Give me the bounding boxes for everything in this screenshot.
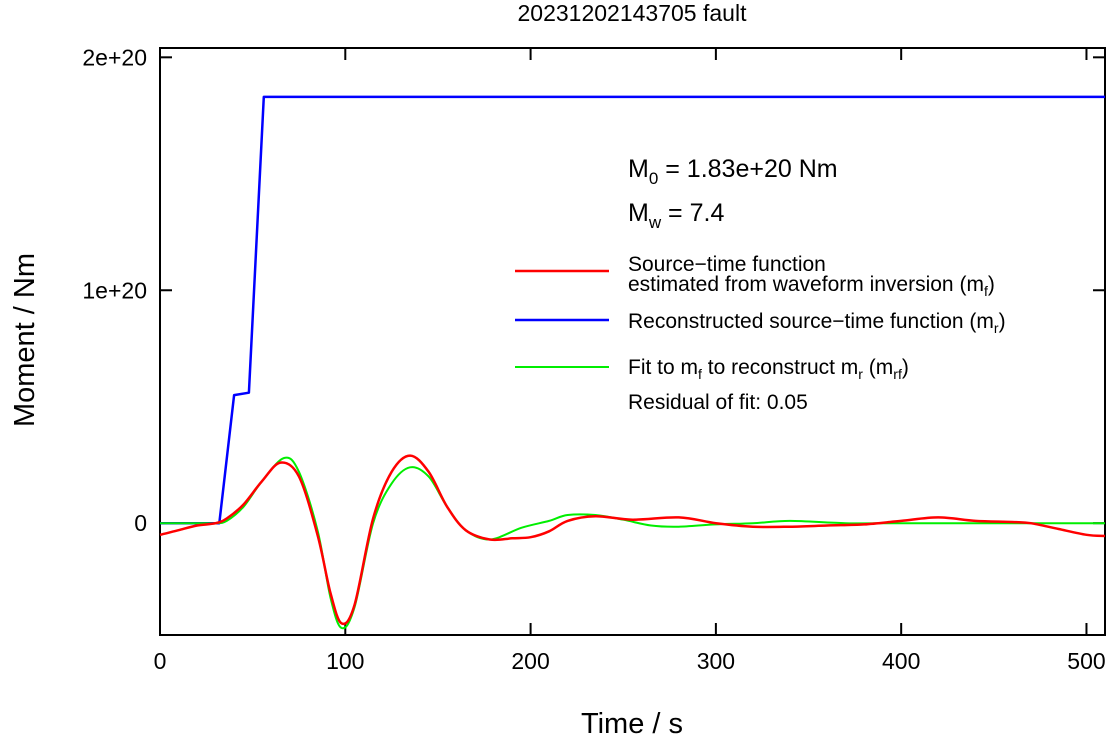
y-tick-label: 2e+20 [82, 44, 147, 70]
chart-title: 20231202143705 fault [518, 0, 748, 26]
m0-subscript: 0 [649, 169, 658, 188]
legend: Source−time function estimated from wave… [515, 253, 1006, 414]
m0-value: = 1.83e+20 Nm [658, 155, 837, 183]
legend-green-p4: ) [902, 356, 909, 379]
x-axis-label: Time / s [581, 708, 683, 737]
legend-green-p1: Fit to m [628, 356, 698, 379]
residual-annotation: Residual of fit: 0.05 [628, 391, 808, 414]
moment-magnitude-annotation: Mw = 7.4 [628, 199, 724, 232]
legend-green-s1: f [698, 366, 702, 382]
legend-label-source-time-function: Source−time function [628, 253, 826, 276]
mw-subscript: w [648, 213, 662, 232]
axis-ticks: 0 100 200 300 400 500 0 1e+20 2e+20 [82, 44, 1105, 674]
legend-label-reconstructed: Reconstructed source−time function (mr) [628, 310, 1006, 336]
legend-label-fit: Fit to mf to reconstruct mr (mrf) [628, 356, 909, 382]
legend-blue-sub: r [994, 320, 999, 336]
x-tick-label: 400 [882, 648, 920, 674]
y-tick-label: 1e+20 [82, 277, 147, 303]
legend-label-waveform-inversion: estimated from waveform inversion (mf) [628, 273, 995, 299]
plot-frame [159, 47, 1106, 636]
mw-symbol: M [628, 199, 649, 227]
x-tick-label: 500 [1067, 648, 1105, 674]
y-tick-label: 0 [134, 510, 147, 536]
legend-green-p3: (m [863, 356, 893, 379]
x-tick-label: 0 [154, 648, 167, 674]
legend-red-main: estimated from waveform inversion (m [628, 273, 984, 296]
series-line-red [159, 454, 1106, 626]
mw-value: = 7.4 [661, 199, 724, 227]
legend-red-end: ) [988, 273, 995, 296]
x-tick-label: 300 [697, 648, 735, 674]
legend-red-sub: f [984, 283, 988, 299]
x-tick-label: 100 [326, 648, 364, 674]
legend-blue-main: Reconstructed source−time function (m [628, 310, 994, 333]
legend-green-s3: rf [893, 366, 902, 382]
seismic-moment-annotation: M0 = 1.83e+20 Nm [628, 155, 838, 188]
legend-green-s2: r [858, 366, 863, 382]
legend-blue-end: ) [999, 310, 1006, 333]
m0-symbol: M [628, 155, 649, 183]
y-axis-label: Moment / Nm [9, 253, 41, 427]
series-layer [159, 95, 1106, 630]
legend-green-p2: to reconstruct m [702, 356, 858, 379]
x-tick-label: 200 [511, 648, 549, 674]
